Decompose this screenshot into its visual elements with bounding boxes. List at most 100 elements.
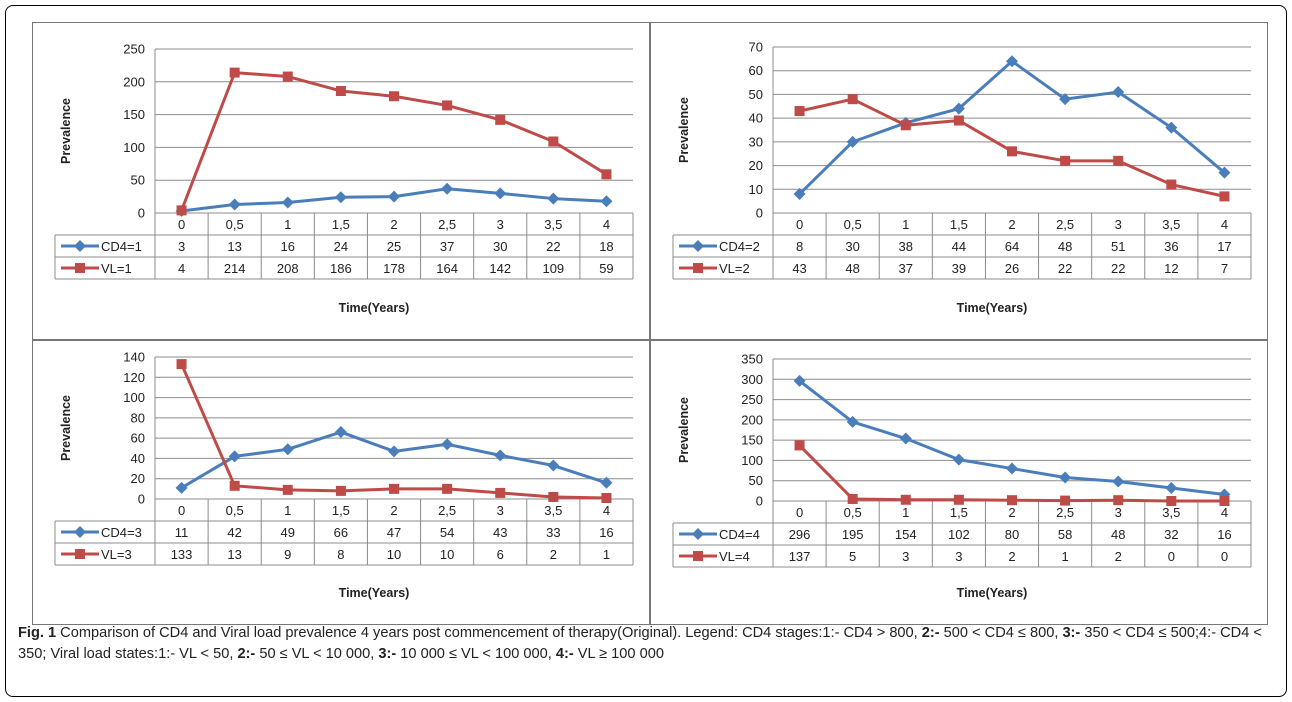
data-point	[176, 359, 187, 370]
x-tick-label: 3,5	[544, 217, 562, 232]
legend-label: VL=2	[719, 261, 750, 276]
legend-key-marker	[75, 263, 85, 273]
data-point	[1112, 475, 1125, 488]
data-table-cell: 8	[337, 547, 344, 562]
data-table-cell: 16	[1217, 527, 1231, 542]
x-tick-label: 1,5	[950, 505, 968, 520]
legend-key-marker	[74, 240, 86, 252]
legend-key-marker	[692, 240, 704, 252]
data-point	[793, 188, 806, 201]
data-point	[334, 426, 347, 439]
caption-fragment: 2:-	[921, 625, 940, 641]
x-axis-label: Time(Years)	[339, 301, 410, 315]
data-point	[900, 120, 911, 131]
data-table-cell: 44	[952, 239, 966, 254]
x-tick-label: 0,5	[844, 217, 862, 232]
data-point	[547, 459, 560, 472]
data-table-cell: 48	[1058, 239, 1072, 254]
data-table-cell: 48	[845, 261, 859, 276]
x-tick-label: 1	[284, 217, 291, 232]
caption-fragment: 50 ≤ VL < 10 000,	[255, 646, 379, 662]
data-table-cell: 38	[899, 239, 913, 254]
data-table-cell: 6	[497, 547, 504, 562]
x-tick-label: 1,5	[332, 503, 350, 518]
y-tick-label: 100	[123, 140, 145, 155]
series-line-cd4-3	[180, 430, 607, 490]
data-table-cell: 16	[599, 525, 613, 540]
data-table-cell: 296	[789, 527, 811, 542]
data-table-cell: 22	[546, 239, 560, 254]
data-point	[388, 190, 400, 203]
x-tick-label: 4	[603, 217, 610, 232]
y-tick-label: 70	[749, 40, 763, 55]
data-table-cell: 1	[1061, 549, 1068, 564]
data-table-cell: 3	[178, 239, 185, 254]
data-table-cell: 8	[796, 239, 803, 254]
data-table-cell: 54	[440, 525, 454, 540]
x-tick-label: 0,5	[226, 217, 244, 232]
data-point	[441, 438, 454, 451]
x-tick-label: 4	[1221, 505, 1228, 520]
data-table-cell: 0	[1168, 549, 1175, 564]
x-tick-label: 1,5	[950, 217, 968, 232]
data-point	[1007, 495, 1017, 506]
y-tick-label: 30	[749, 134, 763, 149]
data-table-cell: 17	[1217, 239, 1231, 254]
data-table-cell: 13	[227, 547, 241, 562]
y-tick-label: 350	[741, 352, 763, 367]
data-point	[601, 492, 612, 503]
data-table-cell: 5	[849, 549, 856, 564]
chart-panel-cd4-2-vl-2: 0 10 20 30 40 50 60 70 Prevalence 0 0,5 1 1,5 2 2,5 3 3,…	[650, 22, 1268, 340]
data-point	[282, 484, 293, 495]
data-table-cell: 51	[1111, 239, 1125, 254]
data-table-cell: 186	[330, 261, 352, 276]
data-table-cell: 22	[1058, 261, 1072, 276]
legend-key-marker	[693, 551, 703, 561]
data-point	[847, 493, 858, 504]
y-axis-label: Prevalence	[677, 397, 691, 463]
data-point	[601, 169, 612, 180]
data-point	[388, 445, 400, 458]
data-table-cell: 10	[440, 547, 454, 562]
data-point	[952, 102, 965, 115]
figure-frame	[5, 5, 1287, 697]
legend-key-marker	[692, 528, 704, 540]
data-table-cell: 26	[1005, 261, 1019, 276]
data-table-cell: 30	[845, 239, 859, 254]
data-table-cell: 208	[277, 261, 299, 276]
data-table-cell: 16	[281, 239, 295, 254]
legend-label: VL=3	[101, 547, 132, 562]
y-tick-label: 140	[123, 350, 145, 365]
x-tick-label: 3,5	[544, 503, 562, 518]
series-line-vl-3	[180, 363, 607, 500]
x-tick-label: 1	[902, 217, 909, 232]
caption-fragment: 3:-	[1062, 625, 1081, 641]
data-point	[494, 449, 507, 462]
legend-key-marker	[75, 549, 85, 559]
y-tick-label: 0	[138, 206, 145, 221]
legend-label: VL=4	[719, 549, 750, 564]
data-point	[899, 432, 912, 445]
x-axis-label: Time(Years)	[957, 301, 1028, 315]
y-axis-label: Prevalence	[59, 98, 73, 164]
data-table-cell: 154	[895, 527, 917, 542]
data-table-cell: 37	[440, 239, 454, 254]
data-table-cell: 43	[493, 525, 507, 540]
x-tick-label: 0	[178, 217, 185, 232]
data-point	[281, 196, 294, 209]
data-table-cell: 4	[178, 261, 185, 276]
data-point	[1113, 155, 1124, 166]
data-point	[1112, 86, 1125, 99]
y-tick-label: 20	[749, 158, 763, 173]
data-table-cell: 13	[227, 239, 241, 254]
y-tick-label: 300	[741, 372, 763, 387]
y-tick-label: 60	[749, 63, 763, 78]
data-table-cell: 39	[952, 261, 966, 276]
y-tick-label: 60	[131, 431, 145, 446]
data-table-cell: 30	[493, 239, 507, 254]
caption-fragment: 350 < CD4 ≤ 500;4:- CD4 < 350; Viral loa…	[18, 625, 1262, 662]
data-table-cell: 47	[387, 525, 401, 540]
data-point	[335, 85, 346, 96]
chart-svg: 0 10 20 30 40 50 60 70 Prevalence 0 0,5 1 1,5 2 2,5 3 3,…	[672, 40, 1252, 315]
data-table-cell: 59	[599, 261, 613, 276]
